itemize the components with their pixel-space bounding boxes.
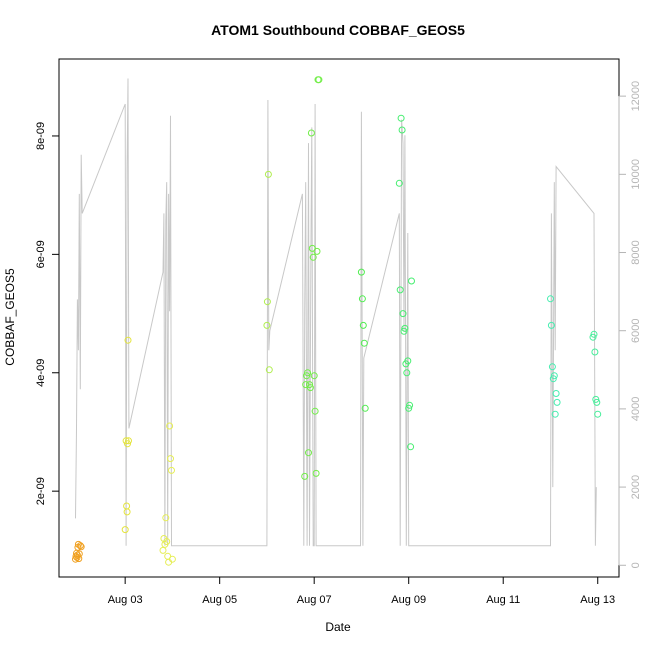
data-point [400, 327, 408, 335]
data-point [303, 372, 311, 380]
data-point [553, 398, 561, 406]
data-point [407, 443, 415, 451]
data-point [310, 372, 318, 380]
data-point [398, 126, 406, 134]
data-point [549, 375, 557, 383]
y-axis-left: 2e-09 4e-09 6e-09 8e-09 [35, 122, 60, 505]
y-tick-label: 8e-09 [35, 122, 47, 150]
data-point [124, 440, 131, 448]
data-point [304, 369, 312, 377]
data-point [361, 404, 369, 412]
y-tick-label: 2e-09 [35, 477, 47, 505]
x-axis-label: Date [325, 620, 351, 634]
data-point [73, 551, 81, 559]
data-point [75, 555, 83, 563]
y2-tick-label: 10000 [630, 159, 642, 190]
data-point [403, 369, 411, 377]
y-axis-label: COBBAF_GEOS5 [3, 268, 17, 366]
data-point [547, 321, 555, 329]
x-axis: Aug 03 Aug 05 Aug 07 Aug 09 Aug 11 Aug 13 [108, 576, 615, 606]
data-point [301, 472, 309, 480]
data-point [265, 366, 273, 374]
data-point [159, 546, 167, 554]
data-point [123, 508, 131, 516]
data-point [306, 381, 313, 389]
chart-title: ATOM1 Southbound COBBAF_GEOS5 [211, 22, 465, 38]
x-tick-label: Aug 05 [202, 594, 237, 606]
x-tick-label: Aug 11 [486, 594, 520, 606]
data-point [551, 410, 559, 418]
data-point [73, 554, 81, 561]
data-point [359, 321, 367, 329]
data-point [263, 321, 271, 329]
data-point [162, 514, 170, 522]
data-point [315, 76, 323, 84]
data-point [548, 363, 556, 371]
y-tick-label: 6e-09 [35, 240, 47, 268]
x-tick-label: Aug 13 [580, 594, 615, 606]
data-point [550, 372, 558, 380]
data-point [163, 538, 171, 545]
data-point [592, 395, 600, 403]
data-point [264, 170, 272, 178]
data-point [166, 422, 174, 430]
data-point [313, 247, 321, 255]
y2-tick-label: 2000 [630, 475, 642, 499]
data-point [552, 390, 560, 397]
data-point [360, 339, 368, 347]
data-point [395, 179, 403, 187]
data-point [306, 384, 314, 392]
data-point [263, 298, 271, 306]
y2-tick-label: 8000 [630, 240, 642, 264]
data-point [404, 357, 412, 365]
data-point [305, 449, 312, 457]
data-point [121, 526, 129, 534]
y2-tick-label: 6000 [630, 318, 642, 342]
data-point [76, 542, 84, 550]
y-tick-label: 4e-09 [35, 359, 47, 387]
data-point [591, 348, 599, 356]
data-point [547, 295, 554, 303]
data-point [75, 550, 83, 558]
data-point [593, 398, 601, 406]
data-point [589, 333, 597, 341]
data-point [590, 330, 598, 338]
data-point [397, 114, 405, 122]
data-point [396, 286, 404, 294]
data-point [406, 401, 414, 409]
data-point [77, 543, 85, 551]
data-point [408, 277, 415, 285]
data-point [311, 407, 319, 415]
data-point [357, 268, 365, 276]
x-tick-label: Aug 07 [297, 594, 332, 606]
data-point [309, 253, 317, 261]
x-tick-label: Aug 09 [391, 594, 426, 606]
y2-tick-label: 4000 [630, 397, 642, 421]
data-point [168, 555, 176, 563]
data-points-layer [72, 76, 602, 566]
data-point [358, 295, 366, 303]
data-point [125, 437, 132, 445]
altitude-line [75, 78, 597, 547]
data-point [405, 404, 413, 412]
data-point [399, 310, 407, 318]
x-tick-label: Aug 03 [108, 594, 143, 606]
data-point [167, 455, 174, 463]
data-point [401, 324, 409, 332]
y2-tick-label: 0 [630, 562, 642, 568]
altitude-line-layer [75, 78, 597, 547]
y-axis-right: 0 2000 4000 6000 8000 10000 12000 [618, 81, 642, 568]
data-point [168, 466, 175, 474]
data-point [124, 336, 132, 344]
data-point [312, 469, 320, 477]
data-point [307, 129, 315, 137]
data-point [594, 410, 602, 418]
y2-tick-label: 12000 [630, 81, 642, 112]
